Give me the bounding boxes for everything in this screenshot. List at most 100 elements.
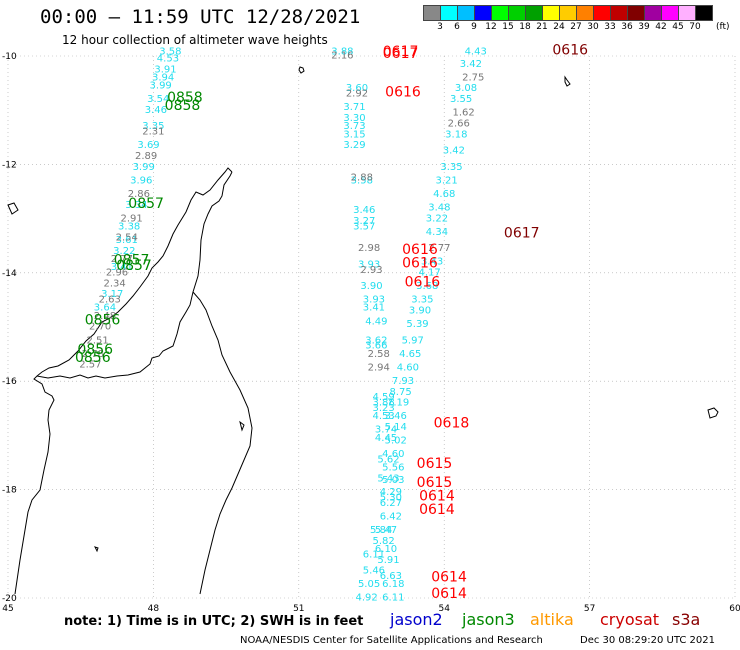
madagascar-east-coast — [192, 291, 253, 595]
credit-text: NOAA/NESDIS Center for Satellite Applica… — [240, 635, 543, 646]
wave-height-value: 4.49 — [365, 316, 387, 327]
wave-height-value: 5.02 — [385, 436, 407, 447]
track-time-darkred: 0616 — [552, 42, 588, 58]
track-time-red: 0618 — [434, 415, 470, 431]
wave-height-value: 3.46 — [385, 411, 407, 422]
wave-height-value: 5.46 — [363, 566, 385, 577]
wave-height-value-gray: 2.93 — [360, 265, 382, 276]
wave-height-value: 4.43 — [465, 46, 487, 57]
x-tick-label: 51 — [293, 604, 304, 614]
color-scale-label: 27 — [570, 22, 582, 32]
wave-height-value: 3.64 — [94, 303, 116, 314]
wave-height-value: 4.17 — [419, 268, 441, 279]
wave-height-value: 4.92 — [356, 593, 378, 604]
color-scale-label: 39 — [638, 22, 650, 32]
y-tick-label: -18 — [2, 486, 17, 496]
track-time-red: 0614 — [431, 570, 467, 586]
wave-height-value: 7.19 — [387, 398, 409, 409]
wave-height-value: 3.55 — [450, 94, 472, 105]
wave-height-value: 3.74 — [375, 425, 397, 436]
x-tick-label: 45 — [2, 604, 13, 614]
wave-height-value-gray: 2.51 — [87, 335, 109, 346]
color-scale-label: 3 — [437, 22, 443, 32]
wave-height-value-gray: 2.91 — [120, 213, 142, 224]
footer-note: note: 1) Time is in UTC; 2) SWH is in fe… — [64, 614, 364, 629]
wave-height-value: 3.93 — [358, 259, 380, 270]
small-island-3 — [707, 407, 719, 419]
coastline — [7, 66, 719, 595]
wave-height-value-gray: 2.31 — [142, 127, 164, 138]
track-time-red: 0616 — [405, 274, 441, 290]
small-island-2 — [564, 75, 571, 87]
legend-item-jason3: jason3 — [462, 610, 515, 629]
wave-height-value: 3.29 — [343, 140, 365, 151]
wave-height-value: 5.14 — [385, 422, 407, 433]
color-scale-label: 6 — [454, 22, 460, 32]
color-scale-label: 42 — [655, 22, 667, 32]
madagascar-coastline — [14, 171, 233, 595]
small-island-4 — [7, 202, 19, 215]
credit-date: Dec 30 08:29:20 UTC 2021 — [580, 635, 715, 646]
wave-height-value-gray: 2.92 — [346, 89, 368, 100]
wave-height-value: 6.27 — [380, 498, 402, 509]
legend-item-cryosat: cryosat — [600, 610, 660, 629]
wave-height-value: 3.38 — [118, 221, 140, 232]
track-time-green: 0856 — [75, 350, 111, 366]
wave-height-value: 3.30 — [343, 113, 365, 124]
page-subtitle: 12 hour collection of altimeter wave hei… — [62, 33, 328, 47]
wave-height-value: 3.48 — [428, 202, 450, 213]
wave-height-labels: 3.88 4.43 3.42 3.08 3.60 3.55 3.713.303.73 3.18… — [75, 42, 588, 603]
wave-height-value: 3.68 — [416, 281, 438, 292]
wave-height-value: 5.82 — [372, 536, 394, 547]
x-tick-label: 57 — [584, 604, 595, 614]
track-time-green: 0856 — [77, 342, 113, 358]
color-scale-label: 36 — [621, 22, 633, 32]
wave-height-value: 3.73 — [343, 121, 365, 132]
track-time-green: 0857 — [114, 253, 150, 269]
wave-height-value-gray: 2.86 — [128, 189, 150, 200]
wave-height-value-gray: 2.70 — [89, 322, 111, 333]
wave-height-value: 3.99 — [133, 162, 155, 173]
wave-height-value: 3.22 — [113, 246, 135, 257]
wave-height-value: 6.11 — [363, 549, 385, 560]
wave-height-value-gray: 2.54 — [116, 232, 138, 243]
wave-height-value: 5.43 — [377, 473, 399, 484]
wave-height-value: 3.35 — [142, 121, 164, 132]
x-tick-label: 54 — [438, 604, 450, 614]
wave-height-value: 6.10 — [375, 544, 397, 555]
wave-height-value: 3.57 — [353, 221, 375, 232]
wave-height-value-gray: 2.88 — [351, 173, 373, 184]
wave-height-value: 5.03 — [382, 475, 404, 486]
track-time-red: 0615 — [417, 475, 453, 491]
wave-height-value-gray: 2.34 — [103, 278, 125, 289]
color-scale-label: 24 — [553, 22, 565, 32]
y-tick-label: -16 — [2, 377, 17, 387]
wave-height-value-gray: 2.75 — [462, 72, 484, 83]
wave-height-value: 3.58 — [159, 46, 181, 57]
wave-height-value: 3.42 — [443, 146, 465, 157]
wave-height-value: 5.47 — [375, 525, 397, 536]
wave-height-value-gray: 2.66 — [448, 118, 470, 129]
wave-height-value: 3.22 — [426, 213, 448, 224]
color-scale-label: 33 — [604, 22, 616, 32]
wave-height-value-gray: 2.96 — [106, 268, 128, 279]
color-scale-bar — [423, 5, 713, 21]
wave-height-value: 3.93 — [363, 295, 385, 306]
wave-height-value-gray: 1.62 — [452, 108, 474, 119]
wave-height-value: 3.35 — [440, 162, 462, 173]
wave-height-value-gray: 2.57 — [79, 360, 101, 371]
wave-height-value: 3.88 — [331, 46, 353, 57]
wave-height-value: 3.94 — [152, 72, 174, 83]
y-tick-label: -14 — [2, 269, 17, 279]
wave-height-value: 3.34 — [125, 200, 147, 211]
track-time-red: 0614 — [419, 502, 455, 518]
wave-height-value: 3.46 — [145, 105, 167, 116]
wave-height-value: 3.69 — [137, 140, 159, 151]
small-island-1 — [298, 66, 305, 74]
wave-height-value: 4.60 — [397, 362, 419, 373]
wave-height-value: 6.63 — [380, 571, 402, 582]
track-time-green: 0857 — [116, 258, 152, 274]
track-time-red: 0614 — [419, 488, 455, 504]
wave-height-value: 4.68 — [433, 189, 455, 200]
